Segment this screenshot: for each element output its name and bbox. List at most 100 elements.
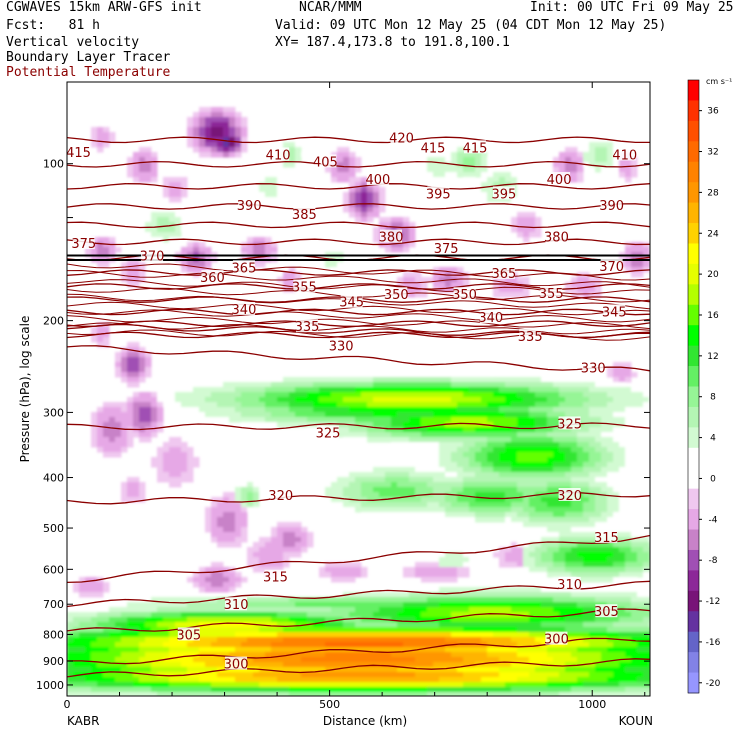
w-cell (175, 617, 182, 623)
w-cell (427, 647, 434, 653)
w-cell (427, 627, 434, 633)
w-cell (409, 392, 416, 398)
w-cell (631, 447, 638, 453)
w-cell (493, 627, 500, 633)
w-cell (319, 667, 326, 673)
w-cell (559, 597, 566, 603)
w-cell (313, 427, 320, 433)
w-cell (205, 142, 212, 148)
w-cell (529, 607, 536, 613)
w-cell (181, 217, 188, 223)
w-cell (85, 617, 92, 623)
w-cell (157, 412, 164, 418)
w-cell (379, 217, 386, 223)
w-cell (427, 387, 434, 393)
w-cell (169, 187, 176, 193)
w-cell (625, 177, 632, 183)
w-cell (379, 672, 386, 678)
w-cell (463, 162, 470, 168)
w-cell (451, 577, 458, 583)
w-cell (223, 147, 230, 153)
w-cell (523, 672, 530, 678)
w-cell (595, 587, 602, 593)
w-cell (313, 647, 320, 653)
w-cell (433, 467, 440, 473)
w-cell (565, 482, 572, 488)
w-cell (283, 537, 290, 543)
w-cell (85, 672, 92, 678)
w-cell (463, 477, 470, 483)
w-cell (589, 487, 596, 493)
w-cell (631, 657, 638, 663)
w-cell (493, 462, 500, 468)
w-cell (481, 477, 488, 483)
w-cell (289, 677, 296, 683)
w-cell (505, 637, 512, 643)
w-cell (163, 662, 170, 668)
w-cell (433, 472, 440, 478)
w-cell (523, 512, 530, 518)
w-cell (211, 412, 218, 418)
w-cell (463, 397, 470, 403)
w-cell (631, 462, 638, 468)
w-cell (451, 657, 458, 663)
w-cell (289, 637, 296, 643)
w-cell (643, 402, 650, 408)
w-cell (193, 137, 200, 143)
w-cell (127, 652, 134, 658)
w-cell (595, 522, 602, 528)
w-cell (529, 567, 536, 573)
w-cell (307, 377, 314, 383)
w-cell (121, 612, 128, 618)
w-cell (457, 672, 464, 678)
w-cell (349, 657, 356, 663)
w-cell (565, 672, 572, 678)
w-cell (625, 397, 632, 403)
w-cell (229, 137, 236, 143)
w-cell (217, 632, 224, 638)
w-cell (541, 562, 548, 568)
w-cell (553, 162, 560, 168)
w-cell (175, 407, 182, 413)
w-cell (223, 617, 230, 623)
w-cell (409, 412, 416, 418)
w-cell (445, 517, 452, 523)
w-cell (229, 127, 236, 133)
w-cell (205, 517, 212, 523)
w-cell (379, 642, 386, 648)
w-cell (247, 632, 254, 638)
w-cell (493, 597, 500, 603)
w-cell (373, 412, 380, 418)
w-cell (337, 152, 344, 158)
w-cell (301, 617, 308, 623)
w-cell (607, 467, 614, 473)
w-cell (505, 407, 512, 413)
w-cell (85, 592, 92, 598)
w-cell (175, 657, 182, 663)
w-cell (499, 407, 506, 413)
w-cell (259, 637, 266, 643)
w-cell (91, 592, 98, 598)
w-cell (229, 532, 236, 538)
w-cell (553, 502, 560, 508)
w-cell (433, 552, 440, 558)
w-cell (325, 622, 332, 628)
w-cell (523, 602, 530, 608)
w-cell (391, 632, 398, 638)
w-cell (91, 672, 98, 678)
w-cell (133, 612, 140, 618)
w-cell (457, 282, 464, 288)
w-cell (499, 472, 506, 478)
w-cell (625, 617, 632, 623)
w-cell (439, 487, 446, 493)
w-cell (301, 607, 308, 613)
w-cell (535, 587, 542, 593)
w-cell (229, 507, 236, 513)
w-cell (235, 117, 242, 123)
w-cell (493, 467, 500, 473)
w-cell (601, 527, 608, 533)
w-cell (151, 457, 158, 463)
w-cell (349, 207, 356, 213)
w-cell (295, 527, 302, 533)
w-cell (259, 632, 266, 638)
